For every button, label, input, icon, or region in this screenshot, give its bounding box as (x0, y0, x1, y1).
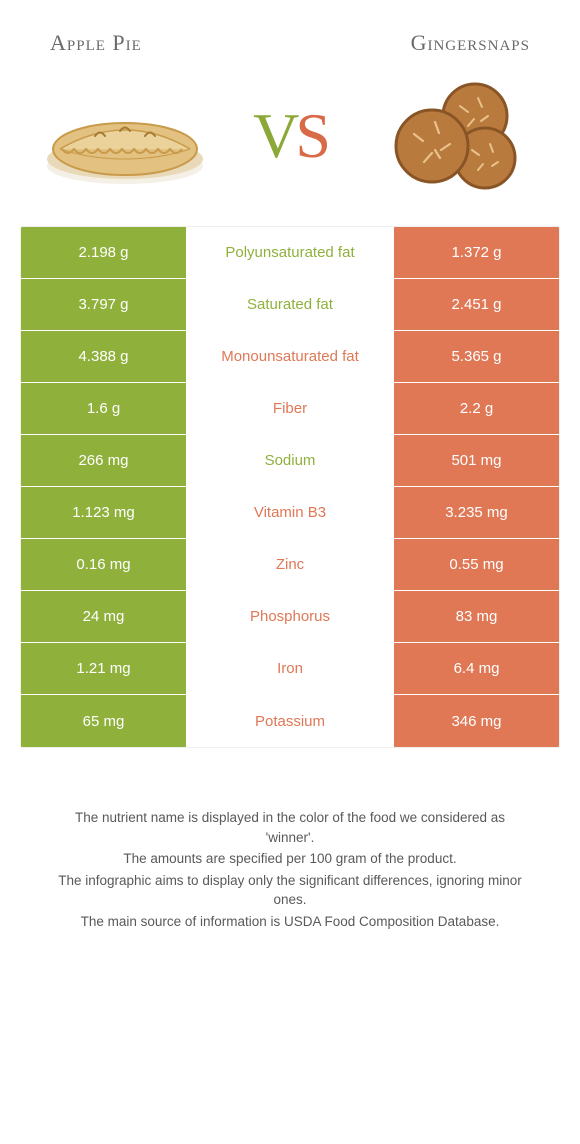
table-row: 4.388 gMonounsaturated fat5.365 g (21, 331, 559, 383)
left-value: 266 mg (21, 435, 186, 486)
table-row: 0.16 mgZinc0.55 mg (21, 539, 559, 591)
nutrient-name: Vitamin B3 (186, 487, 394, 538)
left-value: 1.21 mg (21, 643, 186, 694)
table-row: 1.123 mgVitamin B33.235 mg (21, 487, 559, 539)
right-value: 346 mg (394, 695, 559, 747)
right-value: 3.235 mg (394, 487, 559, 538)
table-row: 1.6 gFiber2.2 g (21, 383, 559, 435)
image-row: VS (20, 76, 560, 226)
left-value: 1.123 mg (21, 487, 186, 538)
footnote-line: The main source of information is USDA F… (50, 912, 530, 932)
right-value: 6.4 mg (394, 643, 559, 694)
right-value: 1.372 g (394, 227, 559, 278)
footnote-line: The nutrient name is displayed in the co… (50, 808, 530, 847)
footnotes: The nutrient name is displayed in the co… (20, 748, 560, 931)
nutrient-name: Polyunsaturated fat (186, 227, 394, 278)
right-value: 0.55 mg (394, 539, 559, 590)
vs-icon: VS (253, 104, 327, 168)
vs-v-char: V (253, 100, 295, 171)
nutrient-name: Iron (186, 643, 394, 694)
table-row: 2.198 gPolyunsaturated fat1.372 g (21, 227, 559, 279)
gingersnaps-icon (370, 76, 540, 196)
right-value: 83 mg (394, 591, 559, 642)
table-row: 1.21 mgIron6.4 mg (21, 643, 559, 695)
left-value: 4.388 g (21, 331, 186, 382)
comparison-table: 2.198 gPolyunsaturated fat1.372 g3.797 g… (20, 226, 560, 748)
right-food-title: Gingersnaps (411, 30, 530, 56)
left-value: 1.6 g (21, 383, 186, 434)
right-value: 2.2 g (394, 383, 559, 434)
header: Apple Pie Gingersnaps (20, 30, 560, 76)
left-value: 0.16 mg (21, 539, 186, 590)
table-row: 3.797 gSaturated fat2.451 g (21, 279, 559, 331)
nutrient-name: Fiber (186, 383, 394, 434)
footnote-line: The infographic aims to display only the… (50, 871, 530, 910)
table-row: 65 mgPotassium346 mg (21, 695, 559, 747)
table-row: 266 mgSodium501 mg (21, 435, 559, 487)
right-value: 5.365 g (394, 331, 559, 382)
right-value: 501 mg (394, 435, 559, 486)
apple-pie-icon (40, 76, 210, 196)
nutrient-name: Saturated fat (186, 279, 394, 330)
nutrient-name: Phosphorus (186, 591, 394, 642)
table-row: 24 mgPhosphorus83 mg (21, 591, 559, 643)
footnote-line: The amounts are specified per 100 gram o… (50, 849, 530, 869)
nutrient-name: Sodium (186, 435, 394, 486)
vs-s-char: S (295, 100, 327, 171)
right-value: 2.451 g (394, 279, 559, 330)
nutrient-name: Potassium (186, 695, 394, 747)
left-value: 2.198 g (21, 227, 186, 278)
nutrient-name: Zinc (186, 539, 394, 590)
left-food-title: Apple Pie (50, 30, 142, 56)
left-value: 24 mg (21, 591, 186, 642)
left-value: 3.797 g (21, 279, 186, 330)
left-value: 65 mg (21, 695, 186, 747)
nutrient-name: Monounsaturated fat (186, 331, 394, 382)
